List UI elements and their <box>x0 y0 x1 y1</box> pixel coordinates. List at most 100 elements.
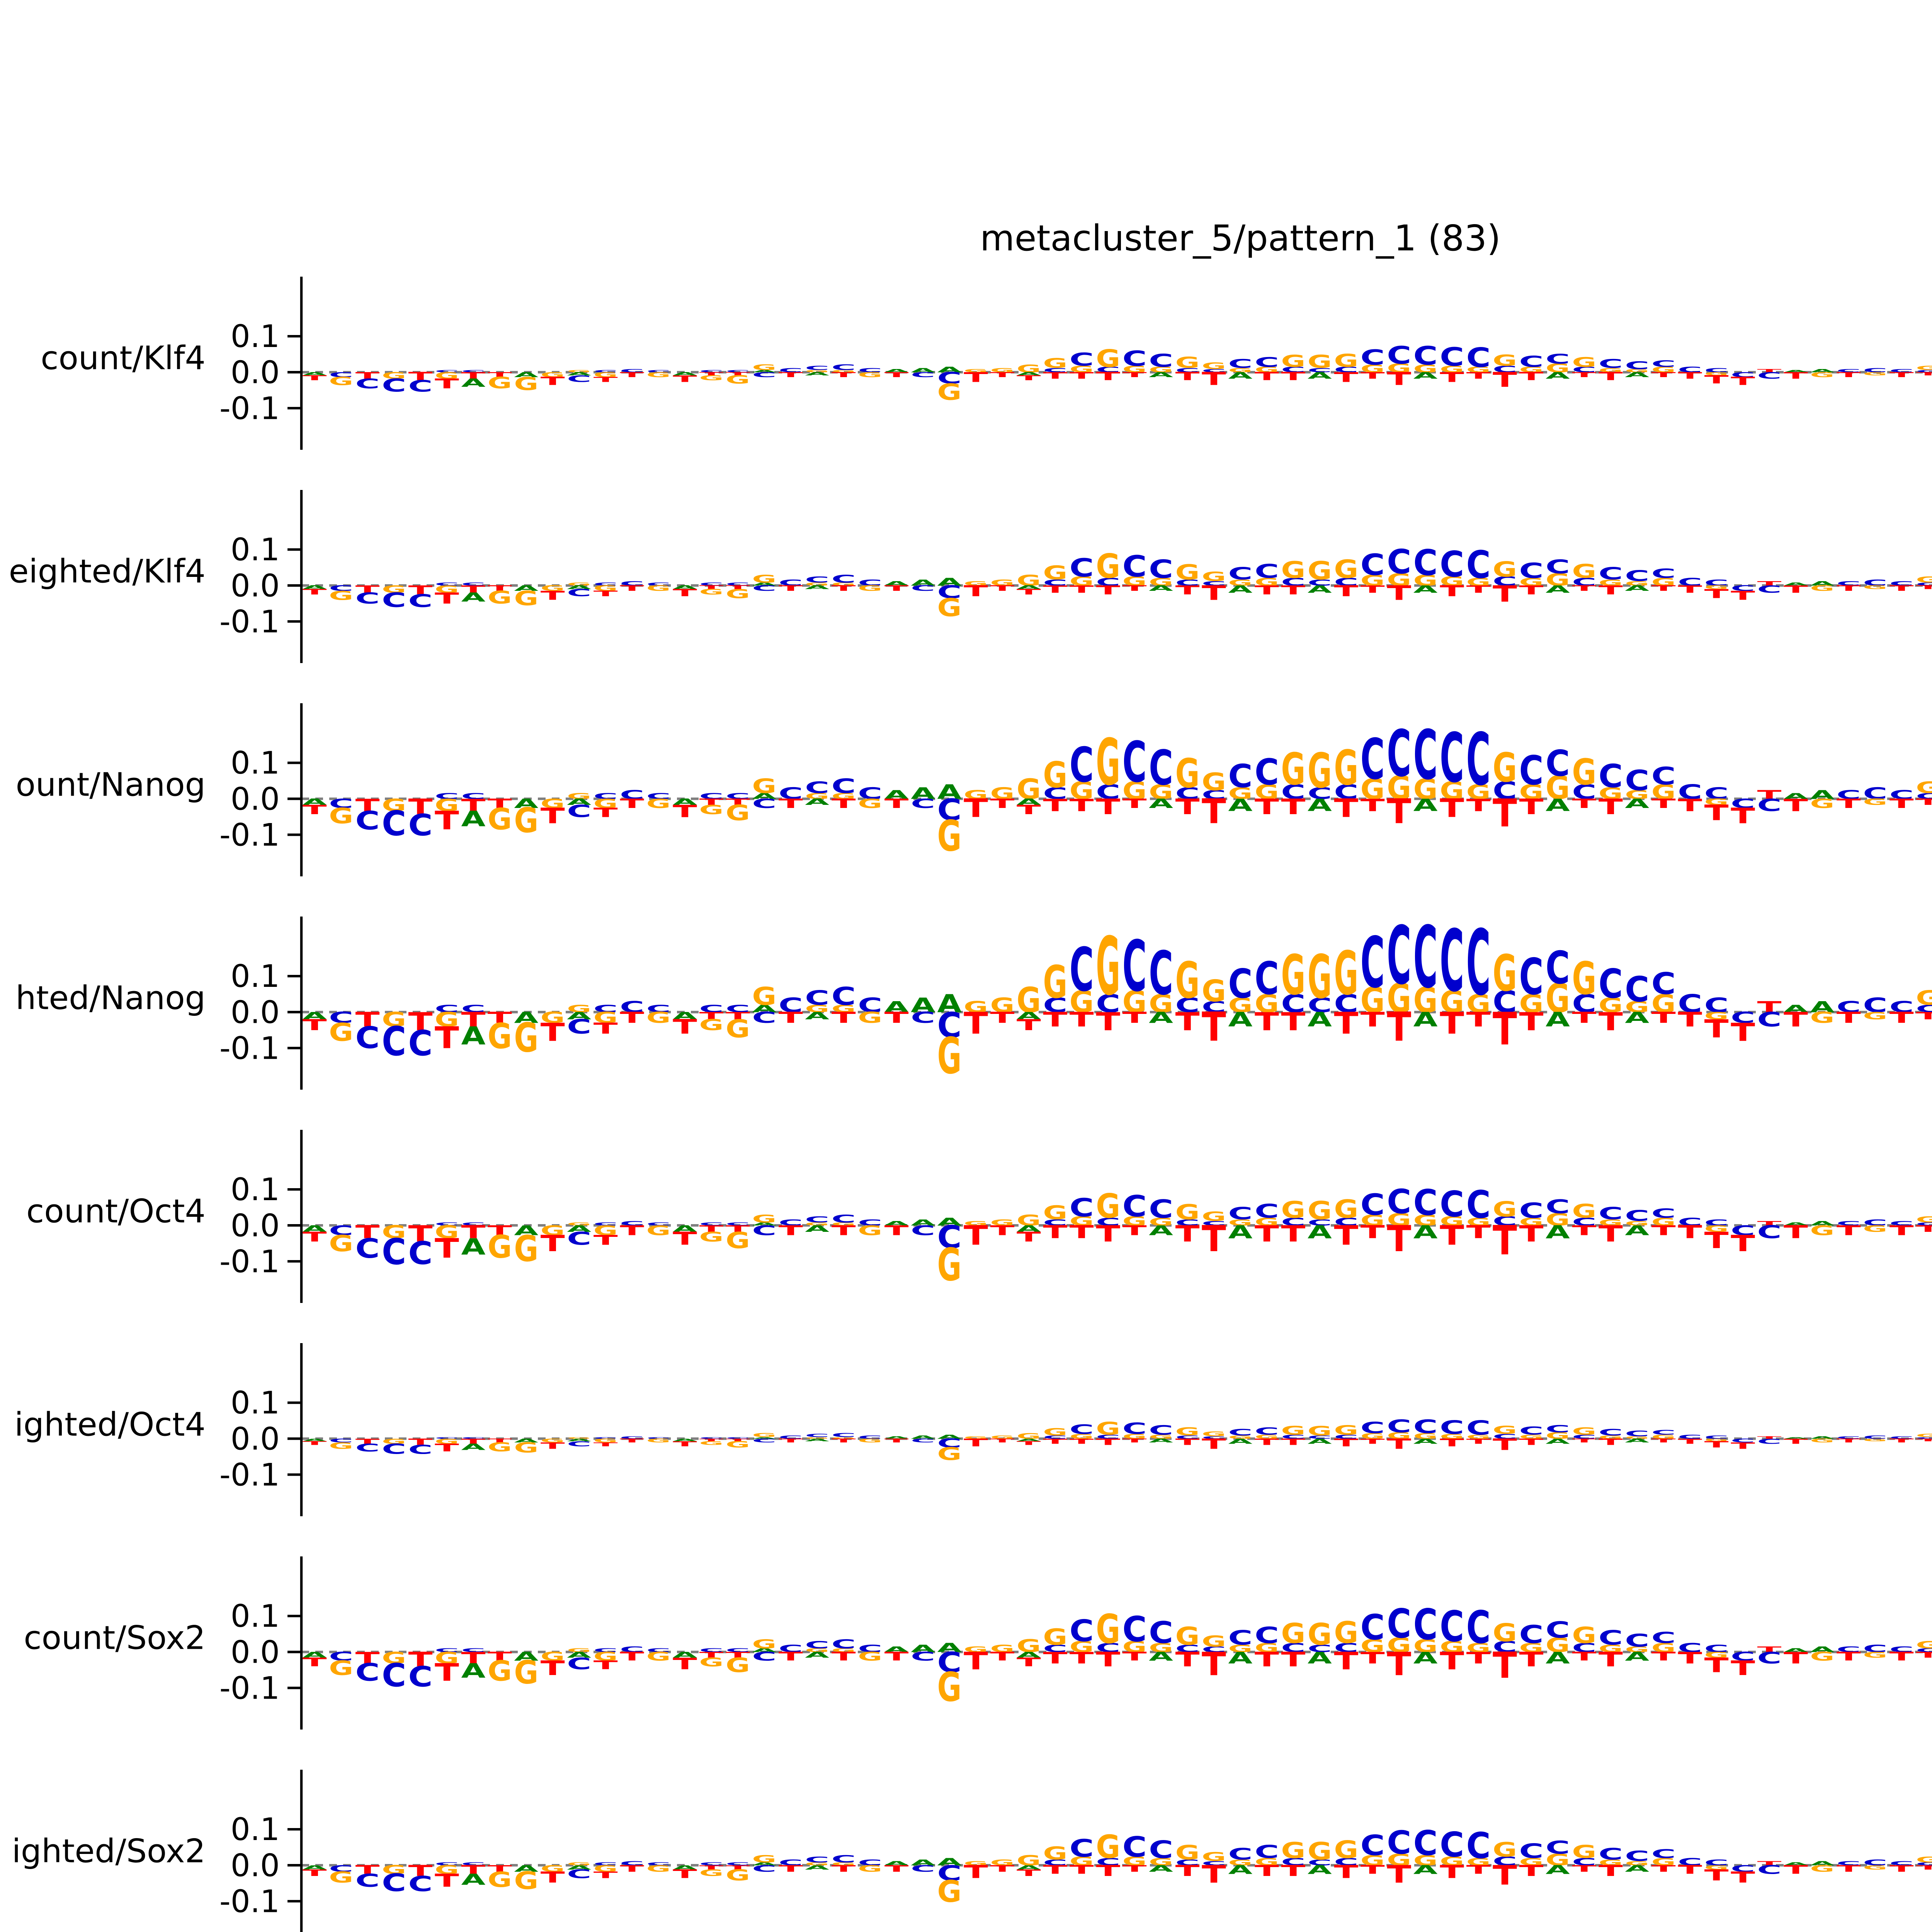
logo-letter-T: T <box>1784 1222 1808 1243</box>
logo-letter-T: T <box>1361 1437 1385 1445</box>
svg-text:A: A <box>1149 1650 1173 1663</box>
logo-letter-T: T <box>594 805 618 820</box>
logo-letter-T: T <box>1255 1648 1279 1671</box>
svg-text:G: G <box>1863 585 1887 590</box>
logo-letter-C: C <box>1704 784 1729 803</box>
logo-letter-C: C <box>1678 781 1702 804</box>
svg-text:C: C <box>1413 716 1438 795</box>
svg-text:G: G <box>937 1444 962 1464</box>
svg-text:T: T <box>1334 1219 1358 1251</box>
logo-letter-T: T <box>1334 1862 1358 1883</box>
svg-text:C: C <box>1255 355 1279 370</box>
logo-letter-A: A <box>937 365 962 374</box>
logo-letter-T: T <box>461 795 485 815</box>
svg-text:C: C <box>1387 1601 1411 1648</box>
svg-text:T: T <box>1678 1008 1702 1031</box>
svg-text:T: T <box>1096 370 1121 383</box>
logo-letter-C: C <box>726 1003 750 1015</box>
logo-letter-C: C <box>1361 1188 1385 1222</box>
svg-text:C: C <box>1361 345 1385 370</box>
svg-text:G: G <box>1308 1197 1332 1226</box>
y-tick-label: 0.0 <box>231 1421 280 1457</box>
logo-letter-C: C <box>937 582 962 602</box>
svg-text:C: C <box>1546 1617 1570 1643</box>
svg-text:C: C <box>408 377 433 396</box>
svg-text:T: T <box>1017 374 1041 382</box>
logo-letter-A: A <box>303 797 327 807</box>
svg-text:T: T <box>990 1650 1014 1663</box>
svg-text:G: G <box>646 1223 671 1238</box>
logo-letter-C: C <box>1889 368 1914 373</box>
svg-text:T: T <box>1731 803 1755 828</box>
logo-letter-T: T <box>964 1437 988 1449</box>
logo-letter-T: T <box>884 1438 909 1444</box>
svg-text:T: T <box>1175 1862 1200 1880</box>
svg-text:C: C <box>1440 544 1464 585</box>
svg-text:G: G <box>488 1655 512 1687</box>
logo-letter-G: G <box>1202 361 1226 371</box>
svg-text:T: T <box>1916 1224 1932 1234</box>
logo-letter-T: T <box>884 1009 909 1027</box>
logo-letter-G: G <box>329 1656 353 1680</box>
logo-letter-C: C <box>461 582 485 587</box>
logo-letter-C: C <box>1070 350 1094 371</box>
logo-letter-T: T <box>461 1222 485 1243</box>
svg-text:C: C <box>1625 568 1649 585</box>
logo-letter-T: T <box>594 1020 618 1037</box>
logo-letter-G: G <box>1361 1212 1385 1229</box>
logo-letter-C: C <box>1255 561 1279 583</box>
y-tick-label: -0.1 <box>219 390 280 426</box>
logo-letter-G: G <box>1281 943 1305 1007</box>
logo-letter-C: C <box>1413 909 1438 1008</box>
logo-letter-G: G <box>752 363 776 372</box>
svg-text:G: G <box>1916 1433 1932 1438</box>
logo-letter-G: G <box>699 1868 723 1878</box>
svg-text:C: C <box>1625 359 1649 371</box>
logo-letter-C: C <box>1255 1622 1279 1648</box>
logo-letter-A: A <box>461 806 485 831</box>
logo-letter-G: G <box>1017 980 1041 1020</box>
svg-text:A: A <box>461 1871 486 1888</box>
logo-letter-T: T <box>1096 1007 1121 1036</box>
logo-letter-C: C <box>1440 544 1464 585</box>
logo-letter-G: G <box>1493 352 1517 369</box>
svg-text:A: A <box>1308 795 1332 815</box>
svg-text:T: T <box>1334 1647 1359 1675</box>
logo-letter-T: T <box>303 1016 327 1034</box>
svg-text:C: C <box>1149 741 1173 796</box>
svg-text:G: G <box>1281 1838 1305 1864</box>
svg-text:C: C <box>1466 911 1491 1015</box>
svg-text:A: A <box>1546 1008 1570 1031</box>
logo-letter-T: T <box>1651 1223 1676 1238</box>
svg-text:T: T <box>884 1864 909 1874</box>
svg-text:T: T <box>1704 1654 1729 1677</box>
svg-text:C: C <box>1149 555 1173 584</box>
svg-text:T: T <box>964 1647 988 1675</box>
logo-letter-A: A <box>1149 1650 1173 1663</box>
svg-text:C: C <box>408 1871 433 1896</box>
svg-text:G: G <box>1334 1615 1358 1650</box>
svg-text:C: C <box>1387 543 1411 582</box>
svg-text:T: T <box>1361 371 1385 381</box>
logo-letter-T: T <box>832 371 856 379</box>
svg-text:G: G <box>858 1864 882 1874</box>
logo-letter-G: G <box>726 1439 750 1449</box>
svg-text:C: C <box>355 1233 380 1264</box>
svg-text:T: T <box>594 1233 618 1248</box>
logo-letter-C: C <box>1546 742 1570 784</box>
logo-letter-C: C <box>461 792 485 801</box>
svg-text:A: A <box>1625 371 1649 379</box>
logo-letter-T: T <box>355 371 380 381</box>
svg-text:C: C <box>752 1438 776 1444</box>
logo-letter-A: A <box>461 1442 486 1452</box>
logo-letter-T: T <box>620 1223 644 1238</box>
logo-letter-T: T <box>461 1437 486 1445</box>
logo-letter-C: C <box>1757 1222 1782 1243</box>
logo-letter-T: T <box>1175 1221 1200 1247</box>
logo-letter-T: T <box>1599 1648 1623 1671</box>
logo-letter-G: G <box>1096 1829 1120 1866</box>
logo-letter-G: G <box>752 1637 776 1651</box>
logo-letter-T: T <box>541 1231 565 1257</box>
logo-letter-T: T <box>1916 1438 1932 1442</box>
